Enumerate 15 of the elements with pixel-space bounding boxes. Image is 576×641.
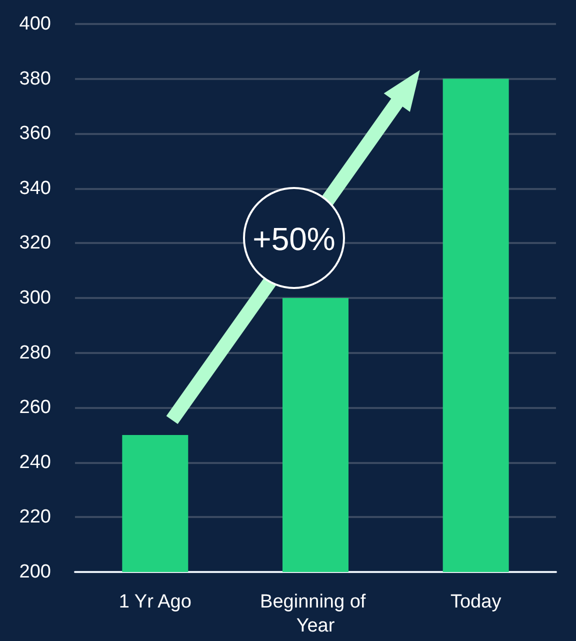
y-tick-label: 280 bbox=[19, 342, 51, 364]
y-tick-label: 240 bbox=[19, 452, 51, 473]
y-tick-label: 200 bbox=[19, 562, 51, 582]
annotation: +50% bbox=[252, 221, 336, 257]
y-tick-label: 260 bbox=[19, 397, 51, 418]
y-tick-label: 340 bbox=[19, 178, 51, 199]
y-tick-label: 300 bbox=[19, 288, 51, 308]
y-tick-label: 380 bbox=[19, 68, 51, 90]
x-tick-label: 1 Yr Ago bbox=[118, 592, 192, 612]
x-tick-label: Today bbox=[450, 592, 502, 612]
y-tick-label: 320 bbox=[19, 232, 51, 254]
y-tick-label: 400 bbox=[19, 14, 51, 34]
y-tick-label: 220 bbox=[19, 506, 51, 528]
y-tick-label: 360 bbox=[19, 123, 51, 144]
x-tick-label: Beginning of Year bbox=[260, 592, 371, 636]
